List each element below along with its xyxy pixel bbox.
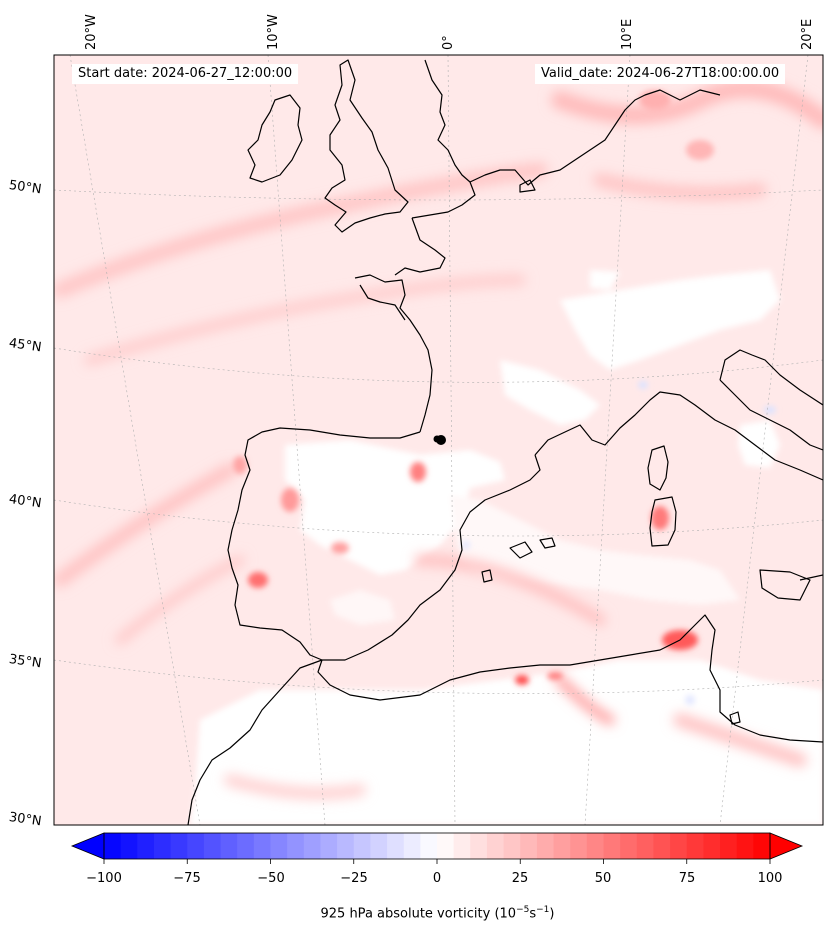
colorbar-segment	[736, 833, 754, 859]
colorbar-extend-right	[769, 832, 804, 860]
negative-vorticity-specks	[462, 381, 776, 705]
colorbar	[70, 832, 804, 864]
colorbar-tick-label: −25	[340, 871, 368, 886]
colorbar-segment	[287, 833, 305, 859]
colorbar-segment	[603, 833, 621, 859]
colorbar-tick-label: 50	[594, 871, 612, 886]
colorbar-segment	[720, 833, 738, 859]
coast-great-britain	[324, 59, 409, 233]
colorbar-segment	[370, 833, 388, 859]
colorbar-segment	[387, 833, 405, 859]
lon-label-20w: 20°W	[84, 14, 99, 50]
colorbar-segment	[470, 833, 488, 859]
colorbar-segment	[303, 833, 321, 859]
colorbar-segment	[270, 833, 288, 859]
colorbar-tick-label: 100	[757, 871, 783, 886]
colorbar-segments	[104, 833, 771, 859]
low-vorticity-areas	[190, 270, 823, 825]
positive-vorticity-streaks	[54, 79, 823, 800]
colorbar-segment	[437, 833, 455, 859]
colorbar-segment	[337, 833, 355, 859]
colorbar-tick-label: −50	[257, 871, 285, 886]
lon-label-10w: 10°W	[266, 14, 281, 50]
coast-sardinia	[649, 496, 677, 547]
colorbar-segment	[620, 833, 638, 859]
colorbar-segment	[153, 833, 172, 859]
coast-ireland	[247, 94, 303, 183]
colorbar-segment	[353, 833, 371, 859]
colorbar-segment	[237, 833, 255, 859]
lon-label-0: 0°	[441, 35, 456, 50]
colorbar-segment	[420, 833, 438, 859]
colorbar-segment	[403, 833, 421, 859]
coast-sicily	[759, 569, 811, 601]
map-frame	[53, 54, 824, 826]
colorbar-segment	[253, 833, 271, 859]
colorbar-segment	[653, 833, 671, 859]
coast-france	[354, 274, 433, 433]
colorbar-segment	[503, 833, 521, 859]
colorbar-extend-left	[70, 832, 105, 860]
colorbar-segment	[220, 833, 238, 859]
coast-iberia	[227, 427, 541, 661]
colorbar-segment	[486, 833, 505, 859]
coast-balearic	[509, 541, 533, 559]
colorbar-segment	[686, 833, 704, 859]
colorbar-segment	[520, 833, 538, 859]
colorbar-segment	[187, 833, 205, 859]
lon-label-20e: 20°E	[800, 18, 815, 50]
colorbar-segment	[570, 833, 588, 859]
colorbar-tick-label: 25	[511, 871, 529, 886]
coast-north-africa	[317, 614, 823, 743]
graticule-lines	[54, 55, 823, 825]
colorbar-tick-label: 75	[678, 871, 696, 886]
colorbar-segment	[137, 833, 155, 859]
coast-corsica	[647, 445, 669, 491]
valid-date-label: Valid_date: 2024-06-27T18:00:00.00	[535, 64, 786, 84]
colorbar-segment	[636, 833, 654, 859]
start-date-label: Start date: 2024-06-27_12:00:00	[72, 64, 299, 84]
colorbar-segment	[453, 833, 471, 859]
colorbar-segment	[553, 833, 571, 859]
colorbar-label: 925 hPa absolute vorticity (10−5s−1)	[320, 905, 555, 922]
colorbar-segment	[753, 833, 771, 859]
coastlines	[187, 59, 823, 825]
colorbar-segment	[120, 833, 138, 859]
colorbar-segment	[104, 833, 122, 859]
colorbar-tick-label: 0	[432, 871, 442, 886]
colorbar-segment	[670, 833, 688, 859]
colorbar-segment	[586, 833, 604, 859]
colorbar-tick-label: −75	[173, 871, 201, 886]
colorbar-segment	[320, 833, 338, 859]
colorbar-segment	[536, 833, 555, 859]
colorbar-tick-label: −100	[86, 871, 122, 886]
colorbar-tickmarks	[103, 859, 771, 864]
colorbar-segment	[203, 833, 222, 859]
colorbar-segment	[703, 833, 721, 859]
colorbar-segment	[170, 833, 188, 859]
lon-label-10e: 10°E	[620, 18, 635, 50]
